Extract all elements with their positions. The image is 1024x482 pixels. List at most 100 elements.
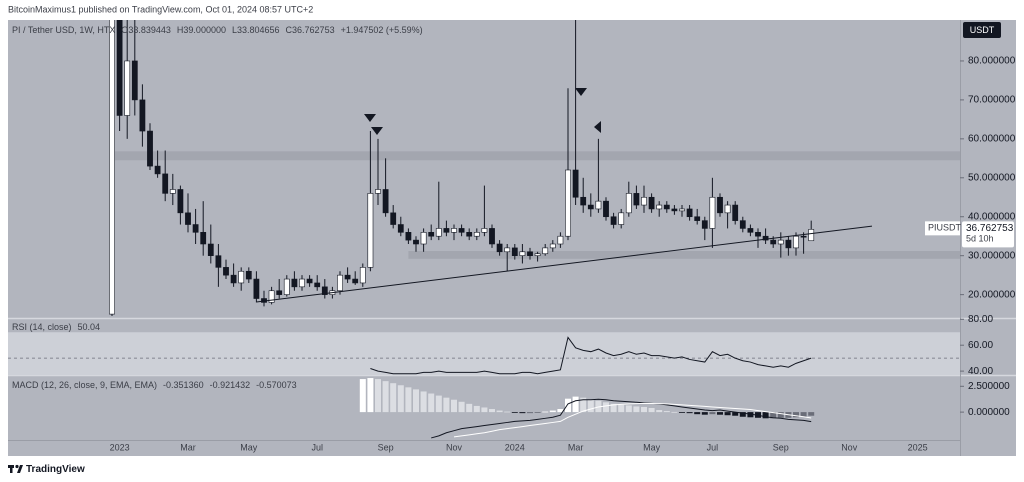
x-tick-label: May (240, 442, 258, 452)
macd-histogram-bar (405, 387, 412, 413)
macd-histogram-bar (709, 412, 716, 415)
candle-body (162, 173, 169, 194)
macd-histogram-bar (762, 412, 769, 419)
candle-body (496, 243, 503, 253)
candle-body (793, 235, 799, 249)
macd-histogram-bar (481, 407, 488, 413)
candle-body (230, 274, 237, 284)
candle-body (732, 204, 739, 221)
candle-body (565, 169, 571, 237)
footer-brand: TradingView (26, 464, 85, 475)
macd-histogram-bar (777, 412, 784, 418)
y-tick-label: 20.000000 (968, 289, 1016, 300)
macd-histogram-bar (519, 412, 526, 414)
macd-histogram-bar (435, 395, 442, 413)
y-tick-label: 40.00 (968, 366, 993, 377)
candle-body (679, 208, 685, 212)
candle-body (116, 20, 123, 116)
candle-body (656, 204, 663, 210)
candle-body (489, 228, 495, 245)
candle-body (139, 99, 146, 132)
macd-histogram-bar (595, 400, 602, 413)
candle-body (375, 189, 381, 194)
rsi-line (370, 336, 812, 375)
macd-line (431, 398, 812, 439)
candle-body (382, 189, 389, 214)
x-tick-label: 2025 (908, 442, 928, 452)
y-tick-label: 70.000000 (968, 95, 1016, 106)
candle-body (587, 204, 594, 210)
candle-body (185, 212, 191, 225)
macd-histogram-bar (397, 385, 404, 413)
candle-body (603, 200, 609, 218)
candle-body (808, 229, 815, 242)
logo-shape (17, 465, 23, 473)
candle-body (169, 189, 176, 194)
y-tick-label: 50.000000 (968, 172, 1016, 183)
candle-body (344, 274, 351, 280)
candle-body (154, 165, 161, 175)
rsi-pane (8, 332, 960, 375)
macd-histogram-bar (603, 402, 609, 413)
macd-histogram-bar (633, 406, 640, 413)
macd-histogram-bar (663, 411, 670, 413)
macd-histogram-bar (534, 412, 541, 413)
x-tick-label: 2024 (505, 442, 525, 452)
candle-body (549, 243, 556, 249)
candle-body (663, 204, 670, 210)
candle-body (352, 278, 359, 284)
candle-body (755, 232, 761, 237)
candle-body (542, 247, 549, 255)
candle-body (717, 196, 723, 214)
macd-histogram-bar (473, 405, 480, 413)
candle-body (147, 130, 153, 167)
candle-body (527, 251, 533, 256)
macd-histogram-bar (451, 399, 457, 413)
macd-histogram-bar (390, 383, 397, 413)
candle-body (633, 193, 640, 206)
candle-body (458, 228, 465, 233)
candle-body (534, 253, 541, 256)
candle-body (747, 228, 754, 233)
macd-histogram-bar (382, 381, 389, 413)
y-tick-label: 0.000000 (968, 407, 1010, 418)
candle-body (618, 212, 625, 225)
price-tag-countdown: 5d 10h (966, 234, 994, 244)
candle-body (291, 278, 298, 288)
candle-body (800, 235, 807, 238)
candle-body (268, 290, 275, 303)
legend-item: +1.947502 (+5.59%) (341, 25, 423, 35)
candle-body (610, 216, 617, 225)
candle-body (276, 290, 283, 295)
candle-body (519, 251, 526, 256)
macd-histogram-bar (367, 378, 374, 413)
y-tick-label: 60.000000 (968, 133, 1016, 144)
chart-background (8, 20, 1016, 456)
candle-body (701, 220, 708, 229)
y-tick-label: 80.00 (968, 314, 993, 325)
symbol-tag (925, 221, 960, 236)
candle-body (762, 235, 769, 241)
x-tick-label: 2023 (110, 442, 130, 452)
signal-line (453, 402, 812, 438)
x-tick-label: Nov (841, 442, 858, 452)
macd-histogram-bar (808, 412, 815, 416)
candle-body (299, 278, 305, 288)
macd-histogram-bar (671, 411, 678, 413)
candle-body (420, 232, 427, 245)
candle-body (238, 270, 245, 284)
candle-body (367, 193, 374, 268)
logo-shape (10, 465, 13, 473)
y-tick-label: 2.500000 (968, 381, 1010, 392)
candle-body (641, 196, 647, 206)
macd-histogram-bar (420, 391, 427, 413)
x-tick-label: Nov (446, 442, 463, 452)
marker (594, 121, 601, 133)
candle-body (473, 232, 480, 237)
candle-body (390, 212, 397, 225)
macd-histogram-bar (610, 403, 617, 413)
price-zone (408, 251, 960, 259)
candle-body (405, 232, 412, 241)
x-tick-label: Jul (311, 442, 323, 452)
